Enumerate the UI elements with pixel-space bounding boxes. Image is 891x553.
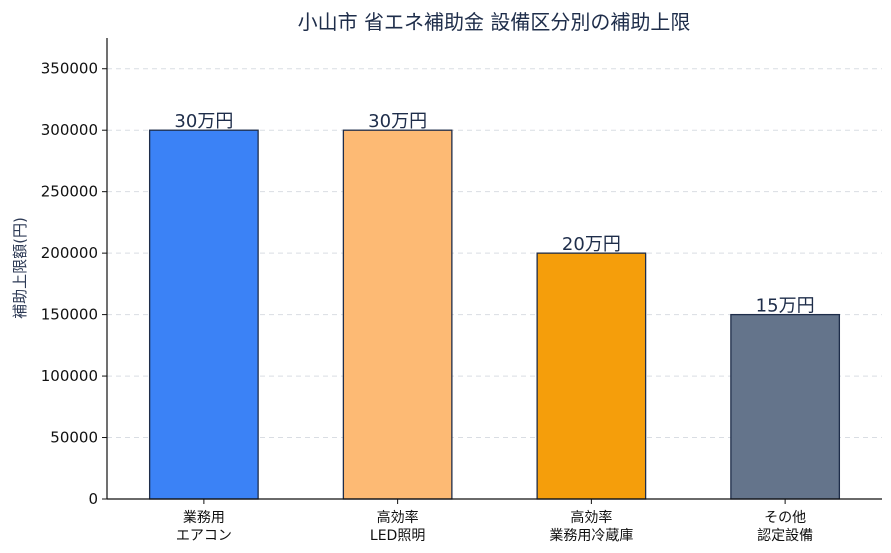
bar (148, 129, 259, 500)
axes (106, 38, 882, 500)
data-label: 20万円 (562, 234, 621, 255)
x-tick-label: 業務用冷蔵庫 (549, 527, 633, 544)
x-tick-label: エアコン (176, 528, 232, 544)
bar (342, 129, 453, 500)
x-tick-label: 高効率 (570, 509, 612, 526)
y-tick-label: 300000 (41, 121, 98, 139)
y-tick-label: 100000 (41, 367, 98, 385)
y-tick-label: 200000 (41, 244, 98, 262)
y-tick-label: 350000 (41, 60, 98, 78)
x-tick-label: 認定設備 (757, 528, 813, 544)
y-ticks: 0 50000 100000 150000 200000 250000 300000 3500… (41, 60, 107, 508)
y-tick-label: 150000 (41, 306, 98, 324)
chart-title: 小山市 省エネ補助金 設備区分別の補助上限 (298, 10, 691, 34)
bars (148, 129, 841, 500)
data-label: 30万円 (368, 111, 427, 132)
x-tick-label: LED照明 (370, 528, 425, 544)
y-tick-label: 50000 (50, 429, 98, 447)
y-tick-label: 250000 (41, 183, 98, 201)
bar (536, 252, 647, 500)
x-tick-label: 高効率 (377, 509, 419, 526)
data-label: 30万円 (174, 111, 233, 132)
data-labels: 30万円 30万円 20万円 15万円 (174, 111, 814, 316)
y-tick-label: 0 (88, 490, 98, 508)
x-tick-label: 業務用 (183, 510, 225, 526)
bar (730, 313, 841, 500)
x-tick-label: その他 (764, 510, 806, 526)
data-label: 15万円 (756, 296, 815, 317)
y-axis-label: 補助上限額(円) (11, 217, 29, 319)
